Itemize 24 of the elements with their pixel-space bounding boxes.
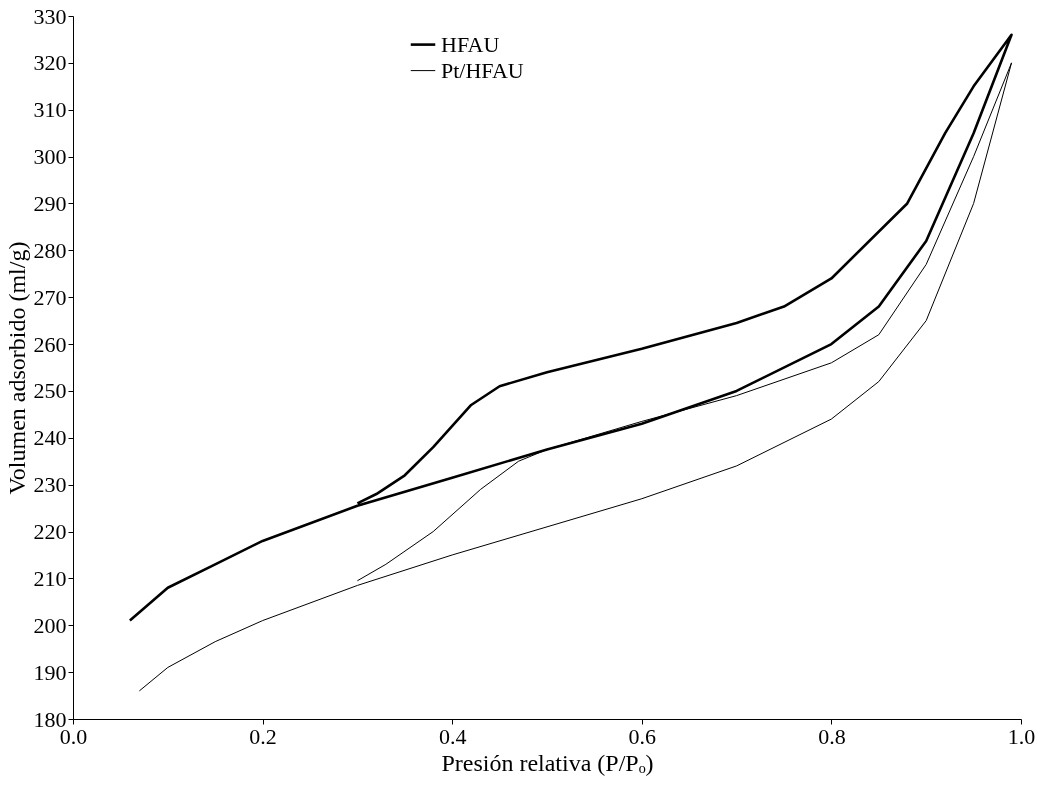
y-tick-label: 260 (33, 331, 67, 357)
y-tick-label: 290 (33, 190, 67, 216)
x-tick-label: 0.4 (438, 723, 467, 749)
y-tick-label: 200 (33, 612, 67, 638)
legend-label: Pt/HFAU (441, 57, 524, 83)
y-tick-label: 220 (33, 519, 67, 545)
y-tick-label: 230 (33, 472, 67, 498)
y-tick-label: 330 (33, 3, 67, 29)
x-tick-label: 0.6 (628, 723, 657, 749)
legend-label: HFAU (441, 31, 500, 57)
y-tick-label: 240 (33, 425, 67, 451)
y-tick-label: 310 (33, 97, 67, 123)
y-tick-label: 210 (33, 565, 67, 591)
x-tick-label: 0.2 (249, 723, 277, 749)
x-tick-label: 1.0 (1007, 723, 1036, 749)
x-axis-title: Presión relativa (P/Pₒ) (441, 749, 654, 776)
y-tick-label: 320 (33, 50, 67, 76)
y-axis-title: Volumen adsorbido (ml/g) (3, 241, 30, 495)
y-tick-label: 280 (33, 237, 67, 263)
y-tick-label: 190 (33, 659, 67, 685)
y-tick-label: 270 (33, 284, 67, 310)
y-tick-label: 250 (33, 378, 67, 404)
x-tick-label: 0.8 (818, 723, 846, 749)
y-tick-label: 300 (33, 144, 67, 170)
